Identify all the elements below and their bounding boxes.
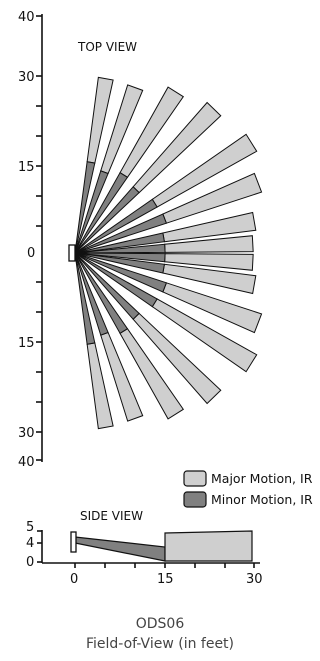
top-y-tick-label: 15 — [18, 336, 35, 351]
top-y-tick-label: 40 — [18, 10, 35, 25]
side-y-tick-label: 5 — [26, 520, 34, 535]
side-minor-zone — [74, 536, 166, 562]
legend-minor-label: Minor Motion, IR — [211, 492, 313, 507]
minor-motion-zone — [74, 170, 109, 254]
side-sensor-marker — [70, 531, 77, 553]
minor-motion-zone — [74, 232, 165, 254]
top-y-tick-label: 30 — [18, 70, 35, 85]
minor-motion-zone — [74, 252, 140, 320]
side-y-tick-label: 4 — [26, 536, 34, 551]
side-x-tick-label: 0 — [70, 572, 78, 587]
top-y-tick-label: 15 — [18, 160, 35, 175]
top-view-label: TOP VIEW — [77, 40, 137, 54]
side-view-label: SIDE VIEW — [80, 509, 143, 523]
legend-major-swatch — [183, 470, 207, 487]
minor-motion-zone — [74, 213, 168, 254]
legend-major-label: Major Motion, IR — [211, 471, 313, 486]
legend-minor-swatch — [183, 491, 207, 508]
side-major-zone — [164, 530, 253, 562]
minor-motion-zone — [74, 252, 129, 335]
minor-motion-zone — [74, 252, 165, 274]
subtitle-caption: Field-of-View (in feet) — [85, 636, 235, 652]
top-y-tick-label: 30 — [18, 426, 35, 441]
minor-motion-zone — [74, 243, 166, 254]
minor-motion-zone — [74, 252, 96, 345]
detection-fan — [74, 76, 263, 430]
minor-motion-zone — [74, 252, 166, 263]
minor-motion-zone — [74, 198, 158, 254]
minor-motion-zone — [74, 252, 158, 308]
side-x-tick-label: 15 — [157, 572, 174, 587]
minor-motion-zone — [74, 186, 140, 254]
side-view-axis — [37, 530, 260, 568]
minor-motion-zone — [74, 252, 109, 336]
top-y-tick-label: 0 — [27, 246, 35, 261]
side-y-tick-label: 0 — [26, 555, 34, 570]
side-x-tick-label: 30 — [246, 572, 263, 587]
sensor-marker — [68, 244, 76, 262]
minor-motion-zone — [74, 252, 168, 293]
minor-motion-zone — [74, 171, 129, 254]
top-view-axis — [36, 14, 43, 462]
model-caption: ODS06 — [135, 616, 185, 632]
top-y-tick-label: 40 — [18, 455, 35, 470]
minor-motion-zone — [74, 161, 96, 254]
